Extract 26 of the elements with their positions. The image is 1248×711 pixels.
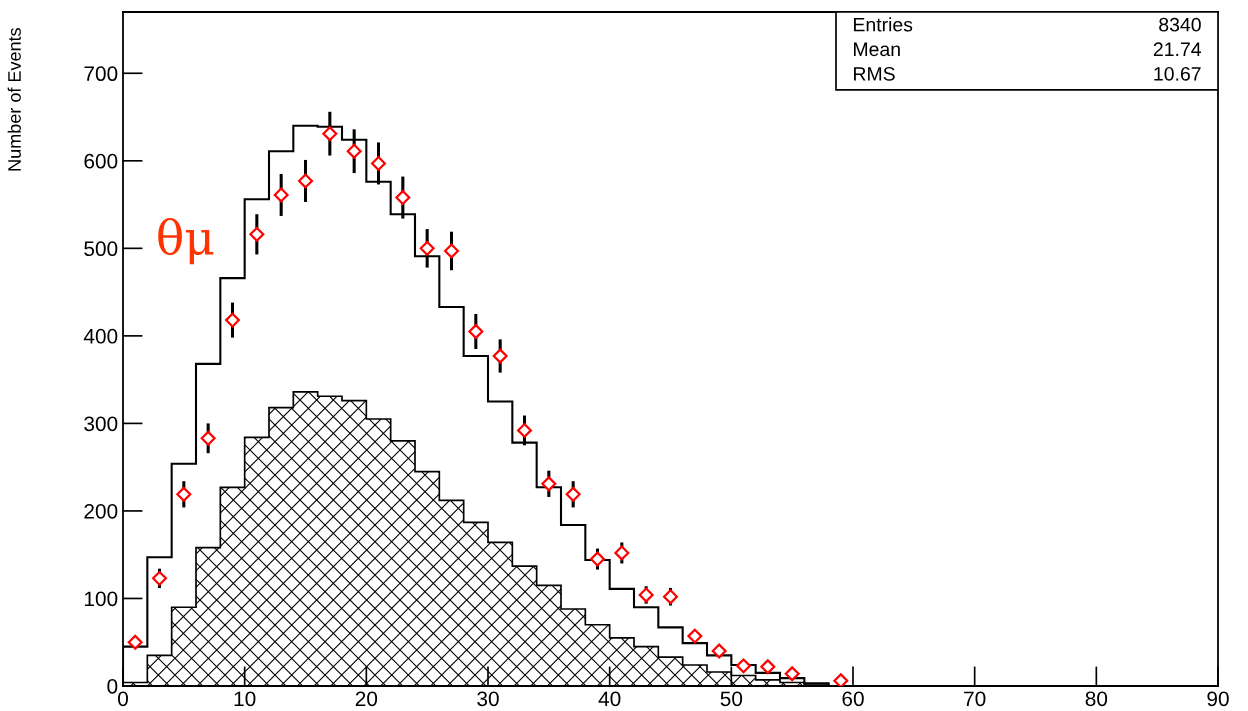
y-tick-label: 600 bbox=[84, 153, 118, 169]
x-tick-label: 40 bbox=[598, 691, 621, 707]
annotation: RMS bbox=[854, 66, 895, 81]
y-tick-label: 100 bbox=[84, 591, 118, 607]
y-tick-label: 500 bbox=[84, 241, 118, 257]
y-tick-label: 0 bbox=[107, 679, 118, 694]
y-axis-title: Number of Events bbox=[7, 28, 21, 171]
x-tick-label: 30 bbox=[477, 691, 499, 707]
y-tick-label: 300 bbox=[84, 416, 118, 432]
x-tick-label: 50 bbox=[720, 691, 743, 707]
x-tick-label: 0 bbox=[118, 691, 128, 707]
x-tick-label: 80 bbox=[1085, 691, 1108, 707]
x-tick-label: 90 bbox=[1207, 691, 1229, 707]
y-tick-label: 400 bbox=[83, 328, 118, 344]
annotation: 10.67 bbox=[1154, 66, 1201, 81]
x-tick-label: 20 bbox=[355, 691, 378, 707]
y-tick-label: 200 bbox=[84, 503, 118, 519]
annotation: Mean bbox=[854, 42, 900, 57]
x-tick-label: 10 bbox=[234, 691, 256, 707]
x-tick-label: 70 bbox=[964, 691, 986, 707]
annotation: 8340 bbox=[1159, 17, 1201, 32]
annotation: θμ bbox=[158, 218, 214, 265]
annotation: 21.74 bbox=[1153, 42, 1202, 56]
annotation: Entries bbox=[854, 17, 913, 32]
y-tick-label: 700 bbox=[84, 66, 118, 82]
x-tick-label: 60 bbox=[842, 691, 864, 707]
